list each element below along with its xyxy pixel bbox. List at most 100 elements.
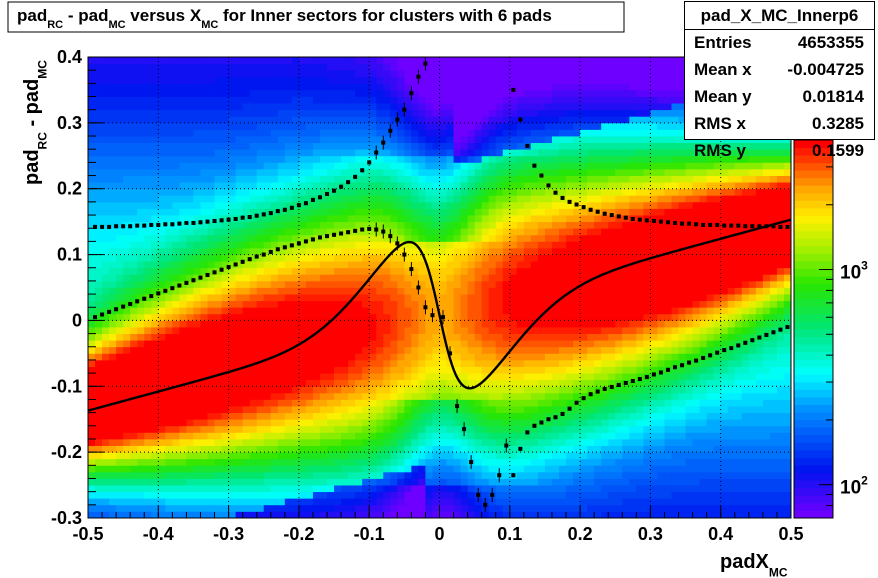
heatmap-cell <box>130 70 137 77</box>
heatmap-cell <box>545 169 552 176</box>
heatmap-cell <box>566 176 573 183</box>
heatmap-cell <box>440 505 447 512</box>
heatmap-cell <box>369 110 376 117</box>
heatmap-cell <box>397 169 404 176</box>
heatmap-cell <box>327 478 334 485</box>
heatmap-cell <box>327 156 334 163</box>
heatmap-cell <box>250 320 257 327</box>
heatmap-cell <box>292 492 299 499</box>
heatmap-cell <box>440 288 447 295</box>
heatmap-cell <box>369 57 376 64</box>
heatmap-cell <box>151 83 158 90</box>
heatmap-cell <box>88 64 95 71</box>
heatmap-cell <box>397 274 404 281</box>
heatmap-cell <box>299 281 306 288</box>
heatmap-cell <box>88 281 95 288</box>
heatmap-cell <box>348 360 355 367</box>
heatmap-cell <box>222 176 229 183</box>
heatmap-cell <box>313 288 320 295</box>
heatmap-cell <box>243 320 250 327</box>
heatmap-cell <box>447 294 454 301</box>
heatmap-cell <box>144 261 151 268</box>
heatmap-cell <box>264 97 271 104</box>
heatmap-cell <box>144 156 151 163</box>
heatmap-cell <box>390 222 397 229</box>
heatmap-cell <box>538 472 545 479</box>
heatmap-cell <box>257 320 264 327</box>
heatmap-cell <box>222 255 229 262</box>
heatmap-cell <box>250 129 257 136</box>
heatmap-cell <box>151 432 158 439</box>
heatmap-cell <box>95 64 102 71</box>
heatmap-cell <box>172 301 179 308</box>
heatmap-cell <box>165 156 172 163</box>
heatmap-cell <box>376 426 383 433</box>
heatmap-cell <box>334 446 341 453</box>
heatmap-cell <box>482 215 489 222</box>
heatmap-cell <box>524 156 531 163</box>
heatmap-cell <box>299 465 306 472</box>
heatmap-cell <box>468 182 475 189</box>
heatmap-cell <box>390 156 397 163</box>
heatmap-cell <box>461 360 468 367</box>
heatmap-cell <box>545 83 552 90</box>
heatmap-cell <box>531 373 538 380</box>
heatmap-cell <box>88 498 95 505</box>
heatmap-cell <box>482 492 489 499</box>
heatmap-cell <box>215 189 222 196</box>
heatmap-cell <box>425 334 432 341</box>
heatmap-cell <box>292 149 299 156</box>
heatmap-cell <box>278 90 285 97</box>
heatmap-cell <box>461 103 468 110</box>
heatmap-cell <box>109 446 116 453</box>
heatmap-cell <box>348 439 355 446</box>
heatmap-cell <box>440 380 447 387</box>
heatmap-cell <box>116 386 123 393</box>
heatmap-cell <box>229 465 236 472</box>
heatmap-cell <box>88 492 95 499</box>
heatmap-cell <box>186 498 193 505</box>
heatmap-cell <box>475 176 482 183</box>
heatmap-cell <box>109 57 116 64</box>
heatmap-cell <box>130 123 137 130</box>
heatmap-cell <box>165 399 172 406</box>
heatmap-cell <box>137 498 144 505</box>
heatmap-cell <box>383 334 390 341</box>
heatmap-cell <box>390 202 397 209</box>
heatmap-cell <box>88 57 95 64</box>
heatmap-cell <box>130 129 137 136</box>
heatmap-cell <box>250 498 257 505</box>
heatmap-cell <box>320 367 327 374</box>
heatmap-cell <box>123 426 130 433</box>
heatmap-cell <box>313 162 320 169</box>
heatmap-cell <box>208 97 215 104</box>
heatmap-cell <box>215 281 222 288</box>
heatmap-cell <box>137 478 144 485</box>
heatmap-cell <box>510 465 517 472</box>
heatmap-cell <box>573 103 580 110</box>
heatmap-cell <box>489 281 496 288</box>
heatmap-cell <box>425 386 432 393</box>
heatmap-cell <box>222 301 229 308</box>
heatmap-cell <box>320 129 327 136</box>
heatmap-cell <box>573 189 580 196</box>
heatmap-cell <box>440 156 447 163</box>
heatmap-cell <box>341 327 348 334</box>
heatmap-cell <box>355 143 362 150</box>
heatmap-cell <box>524 274 531 281</box>
heatmap-cell <box>454 472 461 479</box>
heatmap-cell <box>151 202 158 209</box>
heatmap-cell <box>573 57 580 64</box>
heatmap-cell <box>454 97 461 104</box>
heatmap-cell <box>369 136 376 143</box>
heatmap-cell <box>165 367 172 374</box>
heatmap-cell <box>496 97 503 104</box>
heatmap-cell <box>179 426 186 433</box>
heatmap-cell <box>102 340 109 347</box>
heatmap-cell <box>102 57 109 64</box>
heatmap-cell <box>468 380 475 387</box>
heatmap-cell <box>440 261 447 268</box>
heatmap-cell <box>489 83 496 90</box>
heatmap-cell <box>383 189 390 196</box>
heatmap-cell <box>376 235 383 242</box>
